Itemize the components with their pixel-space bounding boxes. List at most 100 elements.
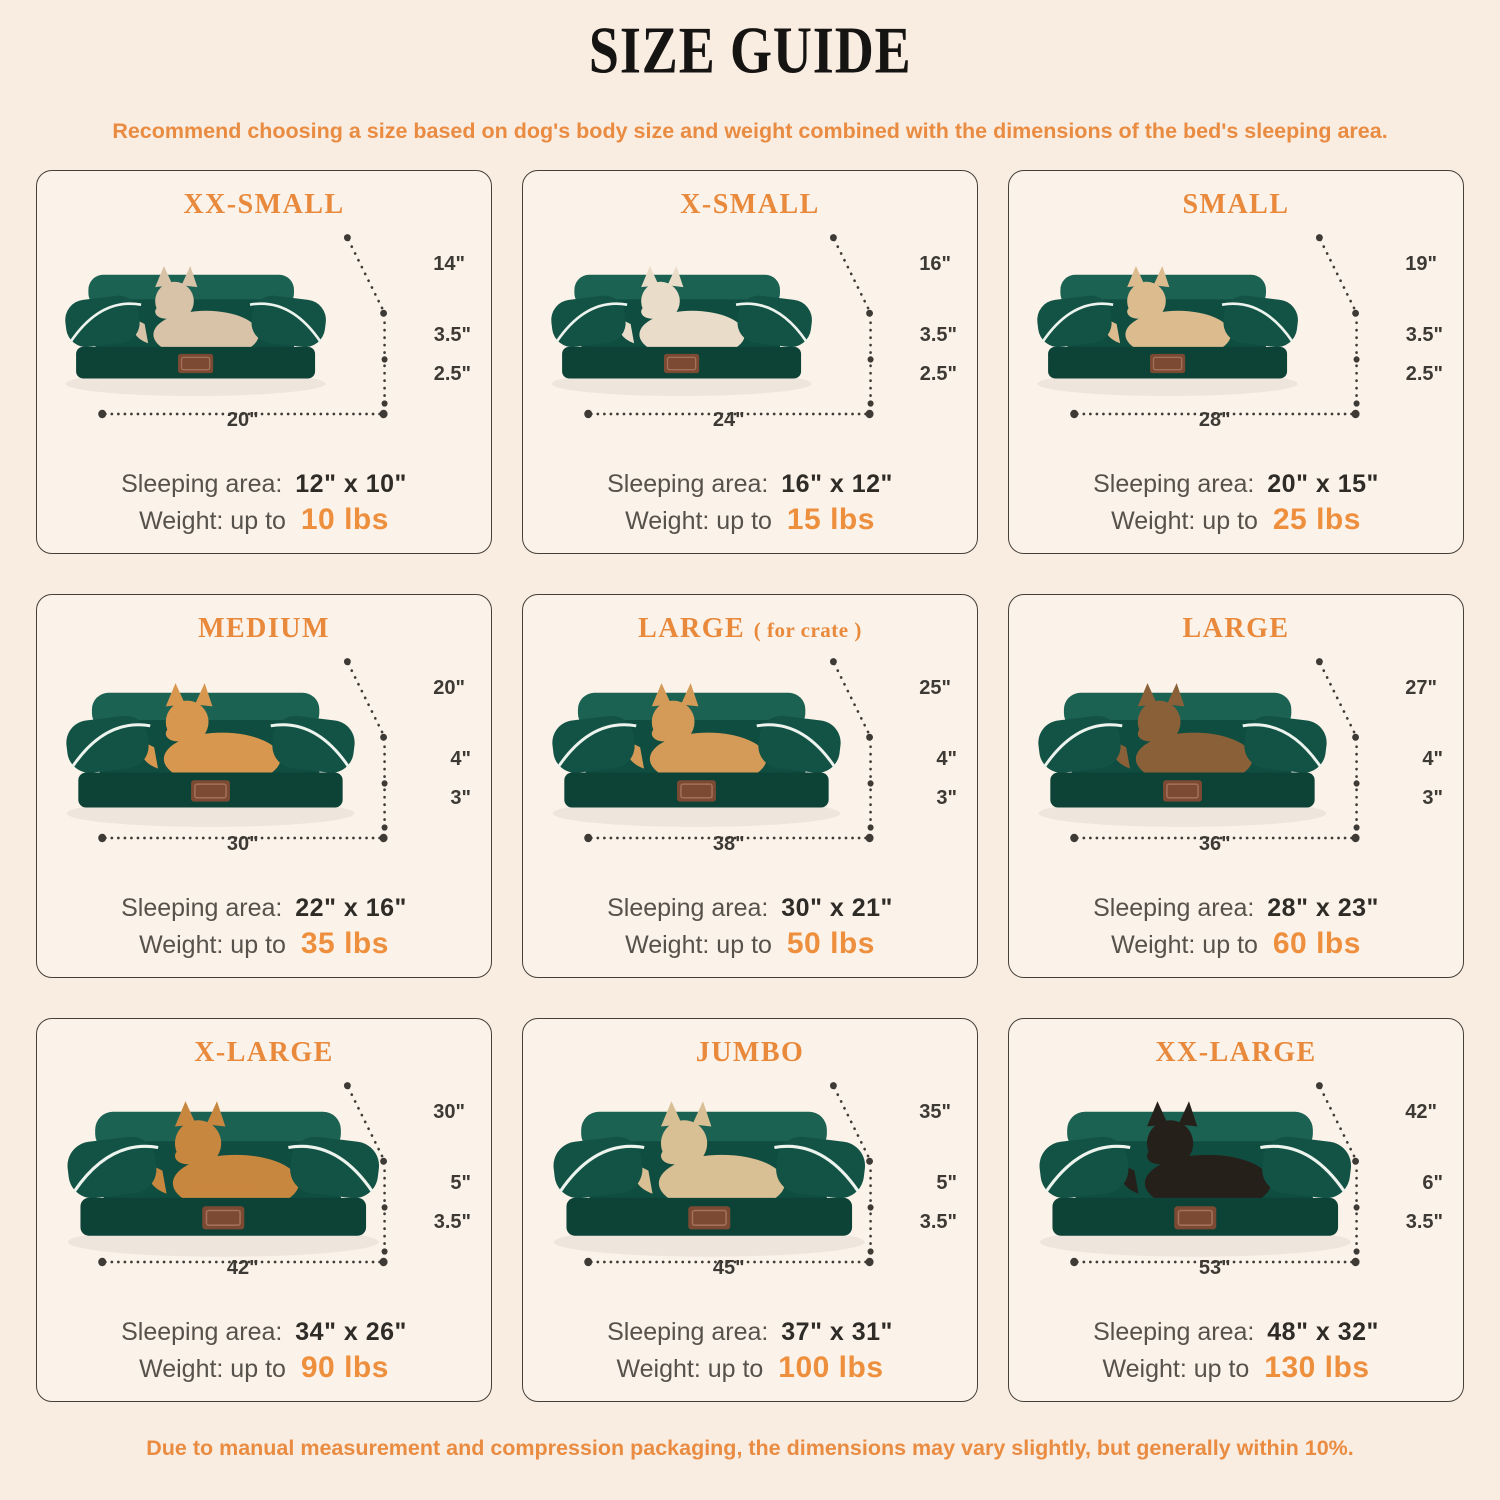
brand-tag-border: [180, 356, 211, 371]
bed-left-arm: [65, 295, 140, 348]
sleeping-area-line: Sleeping area: 22" x 16": [51, 894, 477, 923]
size-card-title: JUMBO: [537, 1037, 963, 1069]
bed-length-label: 28": [1198, 409, 1231, 431]
sleeping-area-value: 34" x 26": [295, 1318, 407, 1346]
size-name: X-LARGE: [194, 1037, 334, 1068]
bed-length-label: 20": [226, 409, 259, 431]
sleeping-area-label: Sleeping area:: [1093, 1318, 1255, 1346]
sleeping-area-label: Sleeping area:: [607, 894, 769, 922]
bed-illustration: 42" 6" 3.5" 53": [1023, 1071, 1449, 1283]
size-name: X-SMALL: [680, 189, 820, 220]
size-cards-grid: XX-SMALL: [36, 170, 1464, 1402]
collie-dog-icon: [1113, 683, 1253, 787]
dog-bed-image: [1037, 265, 1298, 397]
brand-tag: [677, 780, 716, 802]
left-piping: [69, 302, 142, 343]
left-piping: [558, 1144, 645, 1193]
right-piping: [288, 1144, 374, 1193]
size-card-title: XX-LARGE: [1023, 1037, 1449, 1069]
bed-right-arm: [1262, 1136, 1352, 1199]
sleeping-area-value: 12" x 10": [295, 470, 407, 498]
bolster-height-label: 3.5": [1405, 324, 1443, 346]
bed-illustration: 27" 4" 3" 36": [1023, 647, 1449, 859]
dimension-lines: [584, 658, 874, 843]
dog-bed-image: [65, 265, 326, 397]
brand-tag-border: [205, 1209, 241, 1226]
sleeping-area-line: Sleeping area: 16" x 12": [537, 470, 963, 499]
width-dimension-line: [1319, 1086, 1356, 1159]
brand-tag-border: [691, 1209, 727, 1226]
weight-line: Weight: up to 35 lbs: [51, 927, 477, 961]
size-card-title: LARGE: [1023, 613, 1449, 645]
left-piping: [557, 723, 637, 768]
brand-tag-border: [680, 783, 713, 799]
weight-value: 90 lbs: [300, 1351, 389, 1384]
weight-label: Weight: up to: [616, 1355, 764, 1383]
dog-bed-image: [1038, 683, 1327, 827]
sleeping-area-label: Sleeping area:: [121, 470, 283, 498]
base-height-label: 3.5": [919, 1211, 957, 1233]
dog-bed-image: [1039, 1101, 1352, 1257]
brand-tag: [202, 1206, 245, 1230]
bed-width-label: 14": [433, 253, 465, 275]
bolster-height-label: 5": [450, 1172, 471, 1194]
sleeping-area-line: Sleeping area: 34" x 26": [51, 1318, 477, 1347]
size-card: X-SMALL: [522, 170, 978, 554]
weight-line: Weight: up to 130 lbs: [1023, 1351, 1449, 1385]
size-card-title: XX-SMALL: [51, 189, 477, 221]
weight-label: Weight: up to: [625, 507, 772, 535]
bed-width-label: 42": [1405, 1101, 1437, 1123]
bed-length-label: 36": [1198, 833, 1231, 855]
bed-right-arm: [758, 715, 841, 773]
weight-line: Weight: up to 25 lbs: [1023, 503, 1449, 537]
bed-left-arm: [67, 1136, 157, 1199]
width-dimension-line: [347, 238, 384, 311]
size-card: LARGE: [1008, 594, 1464, 978]
width-dimension-line: [347, 662, 384, 735]
base-height-label: 3.5": [1405, 1211, 1443, 1233]
weight-label: Weight: up to: [139, 931, 286, 959]
base-height-label: 3": [936, 787, 957, 809]
brand-tag: [1174, 1206, 1217, 1230]
sleeping-area-line: Sleeping area: 30" x 21": [537, 894, 963, 923]
bed-illustration: 14" 3.5" 2.5" 20": [51, 223, 477, 435]
width-dimension-line: [833, 1086, 870, 1159]
size-card: MEDIUM: [36, 594, 492, 978]
dimension-lines: [1070, 234, 1360, 419]
size-card-title: SMALL: [1023, 189, 1449, 221]
sleeping-area-label: Sleeping area:: [121, 894, 283, 922]
right-piping: [270, 723, 350, 768]
weight-label: Weight: up to: [1111, 931, 1258, 959]
sleeping-area-label: Sleeping area:: [1093, 894, 1255, 922]
weight-value: 50 lbs: [786, 927, 875, 960]
size-name: LARGE: [1182, 613, 1290, 644]
right-piping: [735, 302, 808, 343]
bed-width-label: 19": [1405, 253, 1437, 275]
page-title-text: SIZE GUIDE: [588, 12, 912, 87]
left-piping: [555, 302, 628, 343]
bed-right-arm: [1223, 295, 1298, 348]
sleeping-area-line: Sleeping area: 12" x 10": [51, 470, 477, 499]
left-piping: [1044, 1144, 1131, 1193]
right-piping: [1260, 1144, 1346, 1193]
sleeping-area-value: 48" x 32": [1267, 1318, 1379, 1346]
width-dimension-line: [833, 238, 870, 311]
size-card-title: LARGE ( for crate ): [537, 613, 963, 645]
bed-illustration: 35" 5" 3.5" 45": [537, 1071, 963, 1283]
width-dimension-line: [347, 1086, 384, 1159]
sleeping-area-line: Sleeping area: 28" x 23": [1023, 894, 1449, 923]
dog-bed-image: [66, 683, 355, 827]
bed-width-label: 35": [919, 1101, 951, 1123]
bed-left-arm: [1038, 715, 1121, 773]
sleeping-area-value: 20" x 15": [1267, 470, 1379, 498]
sleeping-area-label: Sleeping area:: [121, 1318, 283, 1346]
weight-line: Weight: up to 10 lbs: [51, 503, 477, 537]
right-piping: [1242, 723, 1322, 768]
bed-right-arm: [290, 1136, 380, 1199]
bolster-height-label: 4": [1422, 748, 1443, 770]
bed-right-arm: [1244, 715, 1327, 773]
dog-bed-image: [551, 265, 812, 397]
bed-right-arm: [251, 295, 326, 348]
bed-width-label: 16": [919, 253, 951, 275]
